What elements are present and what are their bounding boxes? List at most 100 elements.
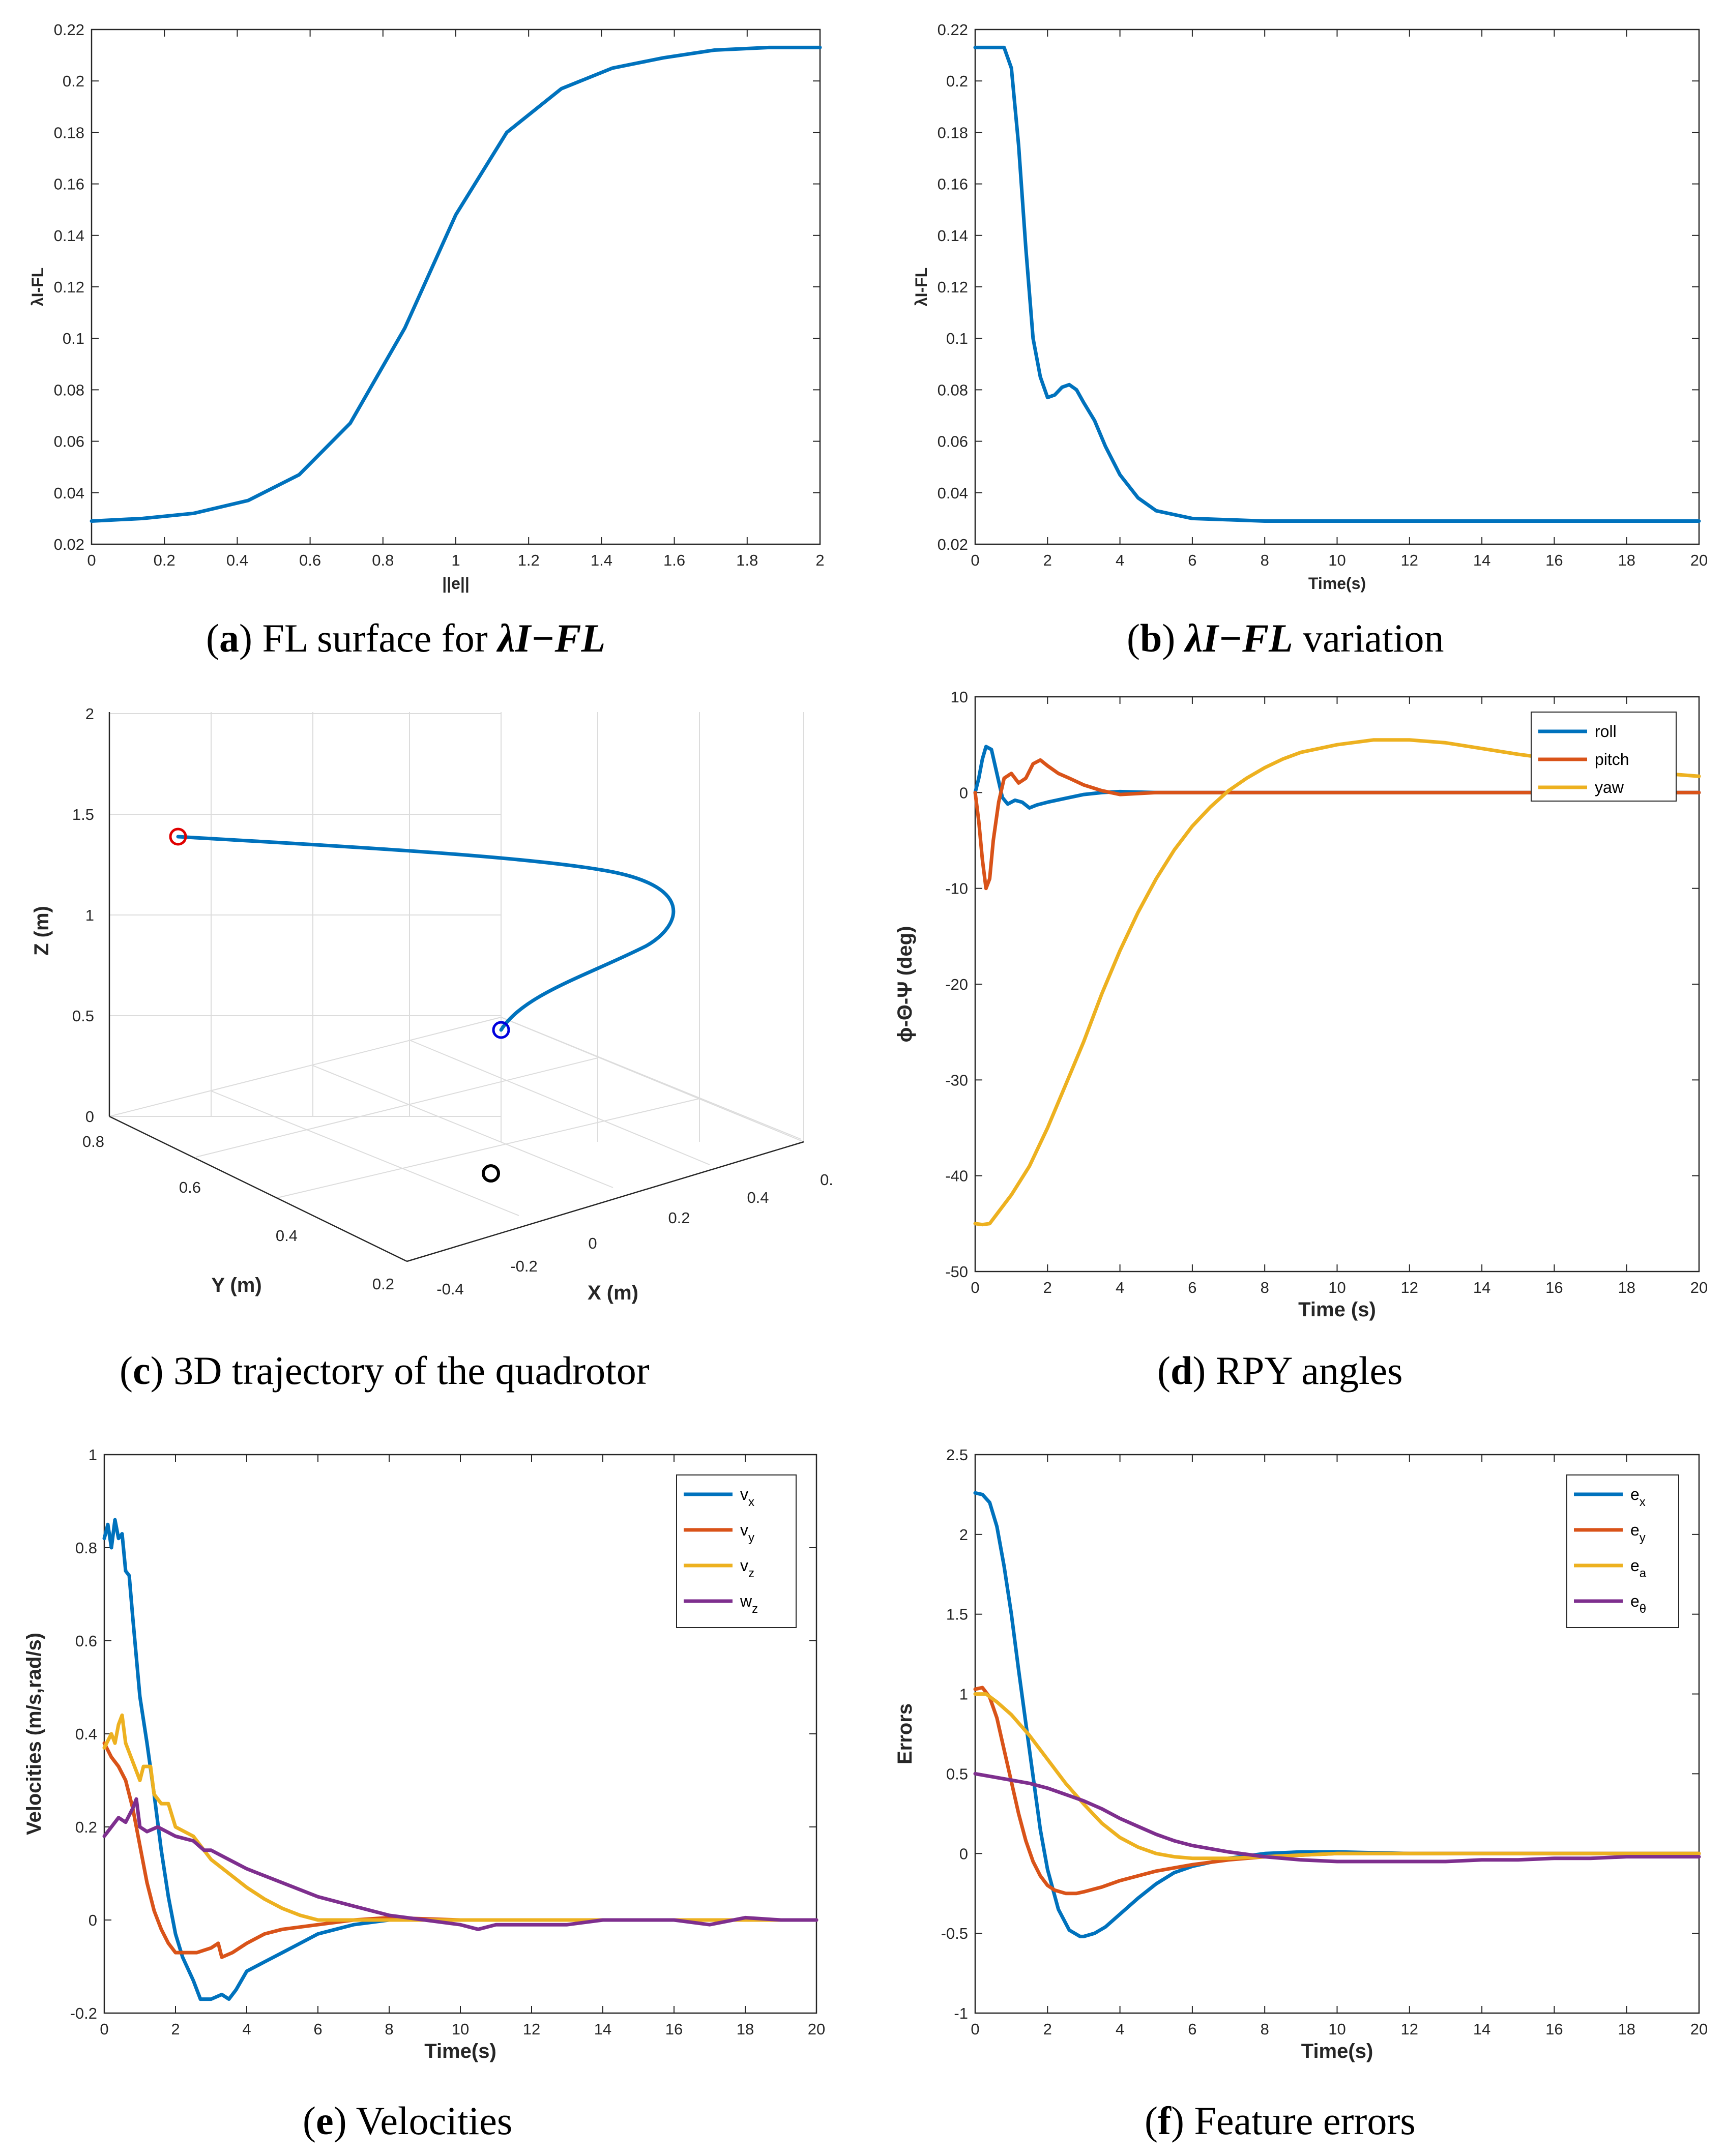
x-tick-label: 8 xyxy=(1261,1279,1269,1296)
x-tick-label: 6 xyxy=(1188,1279,1196,1296)
legend-label-vy: vy xyxy=(740,1521,754,1545)
y-tick-label: 0.04 xyxy=(54,484,84,502)
caption-e: (e) Velocities xyxy=(303,2099,513,2143)
x-tick-label: 6 xyxy=(313,2020,322,2038)
y-tick-label: 10 xyxy=(951,688,968,706)
caption-a: (a) FL surface for λI−FL xyxy=(206,616,606,660)
x-tick-label: 16 xyxy=(1545,1279,1563,1296)
x3-axis-label: X (m) xyxy=(588,1282,638,1304)
x-tick-label: 0 xyxy=(971,2020,979,2038)
x-tick-label: 18 xyxy=(1618,1279,1635,1296)
y-tick-label: 1 xyxy=(959,1686,968,1703)
x-tick-label: 12 xyxy=(1401,1279,1418,1296)
x-tick-label: 18 xyxy=(737,2020,754,2038)
series-line-vz xyxy=(102,1713,818,1922)
y-tick-label: 2.5 xyxy=(946,1446,968,1464)
grid-line xyxy=(109,1017,502,1117)
y-tick-label: 0.1 xyxy=(63,330,84,347)
trajectory-line xyxy=(176,835,676,1032)
x-tick-label: 0 xyxy=(87,551,96,569)
y-axis-line xyxy=(109,1115,407,1262)
y-tick-label: 0.8 xyxy=(75,1539,97,1557)
x-tick-label: 1.2 xyxy=(518,551,540,569)
y-tick-label: 0.2 xyxy=(75,1818,97,1836)
x-tick-label: 0.8 xyxy=(372,551,394,569)
x-tick-label: 0.2 xyxy=(154,551,175,569)
x-tick-label: 10 xyxy=(1328,2020,1345,2038)
x-tick-label: 12 xyxy=(1401,2020,1418,2038)
legend-label-ey: ey xyxy=(1630,1521,1646,1545)
y-tick-label: 0 xyxy=(959,784,968,802)
caption-f: (f) Feature errors xyxy=(1145,2099,1416,2143)
end-marker xyxy=(492,1021,510,1039)
series-line-λI-FL xyxy=(973,45,1701,523)
x-tick-label: 0.4 xyxy=(226,551,248,569)
x-tick-label: 10 xyxy=(1328,1279,1345,1296)
x-tick-label: 0 xyxy=(971,551,979,569)
y-tick-label: 0.12 xyxy=(54,278,84,296)
legend-box xyxy=(1566,1474,1679,1628)
x-axis-line xyxy=(406,1141,804,1262)
series-line-eθ xyxy=(973,1771,1701,1864)
y-tick-label: 0.22 xyxy=(54,21,84,39)
x-tick-label: 2 xyxy=(171,2020,180,2038)
y-tick-label: 0.06 xyxy=(938,433,968,451)
x-tick-label: 18 xyxy=(1618,551,1635,569)
y-tick-label: -1 xyxy=(954,2004,968,2022)
legend-box xyxy=(676,1474,797,1628)
y-axis-label: λI-FL xyxy=(28,268,47,306)
y-tick-label: 0.2 xyxy=(946,72,968,90)
y3-tick-label: 0.4 xyxy=(276,1227,298,1245)
x-axis-label: Time(s) xyxy=(1301,2040,1373,2062)
y-axis-label: ϕ-Θ-Ψ (deg) xyxy=(894,926,916,1043)
y3-tick-label: 0.6 xyxy=(179,1178,201,1196)
y-tick-label: 0.5 xyxy=(946,1765,968,1783)
x-tick-label: 10 xyxy=(1328,551,1345,569)
y-tick-label: 0.16 xyxy=(54,175,84,193)
grid-line xyxy=(211,1090,519,1216)
y-tick-label: 0.18 xyxy=(54,124,84,141)
y3-tick-label: 0.8 xyxy=(82,1133,104,1150)
x-tick-label: 14 xyxy=(1473,2020,1490,2038)
legend-label-roll: roll xyxy=(1595,722,1617,741)
grid-line xyxy=(277,1098,700,1198)
y-tick-label: 0.1 xyxy=(946,330,968,347)
x-tick-label: 18 xyxy=(1618,2020,1635,2038)
legend-label-pitch: pitch xyxy=(1595,750,1629,769)
y-tick-label: 0.16 xyxy=(938,175,968,193)
x-tick-label: 14 xyxy=(1473,1279,1490,1296)
x-tick-label: 2 xyxy=(815,551,824,569)
y-tick-label: 0.02 xyxy=(938,536,968,553)
y-tick-label: -20 xyxy=(945,976,968,993)
x-tick-label: 6 xyxy=(1188,551,1196,569)
x-tick-label: 4 xyxy=(1116,2020,1124,2038)
legend-label-ex: ex xyxy=(1630,1485,1646,1509)
legend-label-yaw: yaw xyxy=(1595,778,1624,796)
x-tick-label: 0 xyxy=(971,1279,979,1296)
start-marker xyxy=(169,828,187,846)
y-tick-label: 1.5 xyxy=(946,1606,968,1623)
y-tick-label: 2 xyxy=(959,1526,968,1544)
y-tick-label: 0.08 xyxy=(938,381,968,399)
plot-frame-b xyxy=(974,28,1700,545)
y-tick-label: -10 xyxy=(945,880,968,898)
x-tick-label: 0.6 xyxy=(299,551,321,569)
y3-tick-label: 0.2 xyxy=(372,1275,394,1293)
x-tick-label: 14 xyxy=(1473,551,1490,569)
x-tick-label: 4 xyxy=(242,2020,251,2038)
legend-label-vx: vx xyxy=(740,1485,754,1509)
x3-tick-label: 0.4 xyxy=(747,1189,769,1206)
grid-line xyxy=(501,1017,802,1140)
y-tick-label: 0.14 xyxy=(54,227,84,245)
z3-axis-label: Z (m) xyxy=(31,906,53,956)
series-line-wz xyxy=(102,1797,818,1931)
x3-tick-label: -0.4 xyxy=(436,1280,463,1298)
y-tick-label: 0 xyxy=(89,1911,97,1929)
x-tick-label: 12 xyxy=(1401,551,1418,569)
x-tick-label: 16 xyxy=(1545,2020,1563,2038)
caption-b: (b) λI−FL variation xyxy=(1127,616,1444,660)
y-tick-label: 0.12 xyxy=(938,278,968,296)
x-tick-label: 2 xyxy=(1043,551,1052,569)
x-tick-label: 2 xyxy=(1043,2020,1052,2038)
